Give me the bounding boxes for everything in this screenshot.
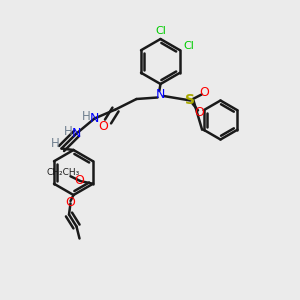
Text: N: N <box>72 127 81 140</box>
Text: N: N <box>90 112 99 125</box>
Text: Cl: Cl <box>184 41 194 51</box>
Text: O: O <box>74 174 84 187</box>
Text: H: H <box>82 110 91 124</box>
Text: O: O <box>199 86 209 100</box>
Text: H: H <box>50 136 59 150</box>
Text: H: H <box>64 125 73 139</box>
Text: Cl: Cl <box>155 26 166 37</box>
Text: N: N <box>156 88 165 101</box>
Text: O: O <box>98 119 108 133</box>
Text: O: O <box>194 106 204 119</box>
Text: O: O <box>66 196 75 209</box>
Text: CH₂CH₃: CH₂CH₃ <box>46 168 80 177</box>
Text: S: S <box>185 94 196 107</box>
